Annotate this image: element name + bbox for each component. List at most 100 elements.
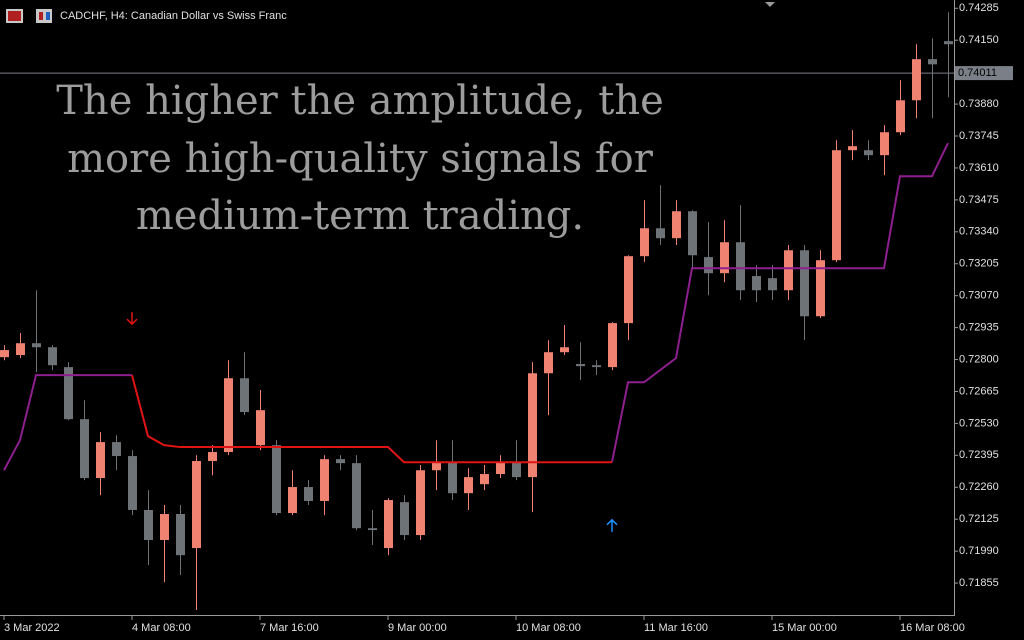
candle-body [496, 462, 505, 475]
candle-body [928, 59, 937, 65]
signal-arrow [606, 518, 618, 532]
candle-body [448, 462, 457, 494]
y-tick-label: 0.71855 [959, 577, 999, 589]
header: CADCHF, H4: Canadian Dollar vs Swiss Fra… [60, 10, 287, 22]
x-tick-label: 15 Mar 00:00 [772, 622, 837, 634]
candle-body [128, 456, 137, 510]
candle-body [208, 452, 217, 462]
candle-body [880, 132, 889, 156]
candle-body [576, 364, 585, 367]
candle-body [80, 419, 89, 479]
x-tick-label: 3 Mar 2022 [4, 622, 60, 634]
x-tick-label: 10 Mar 08:00 [516, 622, 581, 634]
indicator-line [3, 374, 132, 471]
indicator-line [611, 142, 949, 463]
candle-body [416, 470, 425, 536]
candle-body [832, 150, 841, 261]
candle-body [688, 211, 697, 256]
price-label: 0.74011 [958, 67, 997, 79]
candle-body [704, 257, 713, 274]
candle-body [240, 378, 249, 413]
candle-body [192, 461, 201, 549]
y-tick-label: 0.72665 [959, 385, 999, 397]
header-icons [6, 9, 52, 23]
candle-body [336, 459, 345, 464]
candle-body [944, 41, 953, 45]
y-tick-label: 0.72260 [959, 481, 999, 493]
candle-body [16, 343, 25, 356]
annotation: more high-quality signals for [67, 136, 654, 182]
candle-body [176, 513, 185, 556]
candle-body [864, 150, 873, 156]
candle-body [752, 276, 761, 291]
candle-body [608, 323, 617, 368]
y-tick-label: 0.73610 [959, 162, 999, 174]
candle-body [848, 146, 857, 151]
price-label-box [955, 66, 1013, 81]
candle-body [400, 502, 409, 536]
y-tick-label: 0.73880 [959, 98, 999, 110]
x-tick-label: 9 Mar 00:00 [388, 622, 447, 634]
candle-body [720, 242, 729, 274]
candle-body [592, 365, 601, 368]
candle-body [464, 477, 473, 494]
candle-body [528, 373, 537, 478]
candle-body [480, 474, 489, 485]
candle-body [256, 410, 265, 446]
candle-body [672, 211, 681, 239]
candle-body [32, 343, 41, 348]
candle-body [640, 228, 649, 257]
candle-body [432, 462, 441, 471]
y-tick-label: 0.72530 [959, 417, 999, 429]
candle-body [896, 100, 905, 133]
y-tick-label: 0.72395 [959, 449, 999, 461]
y-tick-label: 0.74150 [959, 34, 999, 46]
indicator-line [131, 374, 612, 464]
y-tick-label: 0.72125 [959, 513, 999, 525]
candle-body [96, 442, 105, 479]
shift-marker [765, 2, 775, 7]
x-tick-label: 4 Mar 08:00 [132, 622, 191, 634]
candle-body [784, 250, 793, 291]
candle-body [656, 228, 665, 239]
signal-arrow [126, 312, 138, 326]
candle-body [48, 347, 57, 366]
candle-body [800, 250, 809, 317]
candle-body [560, 347, 569, 353]
candle-body [288, 487, 297, 514]
y-tick-label: 0.74285 [959, 2, 999, 14]
candle-body [224, 378, 233, 453]
y-tick-label: 0.73340 [959, 226, 999, 238]
candle-body [368, 528, 377, 531]
candle-body [768, 278, 777, 291]
candle-body [272, 445, 281, 514]
candle-body [736, 242, 745, 291]
y-tick-label: 0.73070 [959, 290, 999, 302]
y-tick-label: 0.72800 [959, 353, 999, 365]
candle-body [352, 463, 361, 529]
y-tick-label: 0.72935 [959, 322, 999, 334]
candle-body [0, 350, 9, 358]
candle-body [160, 513, 169, 541]
candle-body [64, 367, 73, 420]
candle-body [304, 487, 313, 501]
candle-body [512, 462, 521, 478]
y-tick-label: 0.73205 [959, 258, 999, 270]
candle-body [544, 352, 553, 374]
candle-body [112, 442, 121, 457]
candle-body [624, 256, 633, 324]
annotation: medium-term trading. [136, 193, 584, 239]
candle-body [816, 260, 825, 317]
y-tick-label: 0.71990 [959, 545, 999, 557]
y-tick-label: 0.73745 [959, 130, 999, 142]
candle-body [144, 509, 153, 541]
x-tick-label: 11 Mar 16:00 [644, 622, 708, 634]
annotation: The higher the amplitude, the [56, 78, 664, 124]
candle-body [384, 500, 393, 549]
candle-body [912, 59, 921, 101]
y-tick-label: 0.73475 [959, 194, 999, 206]
x-tick-label: 7 Mar 16:00 [260, 622, 319, 634]
candle-body [320, 459, 329, 501]
